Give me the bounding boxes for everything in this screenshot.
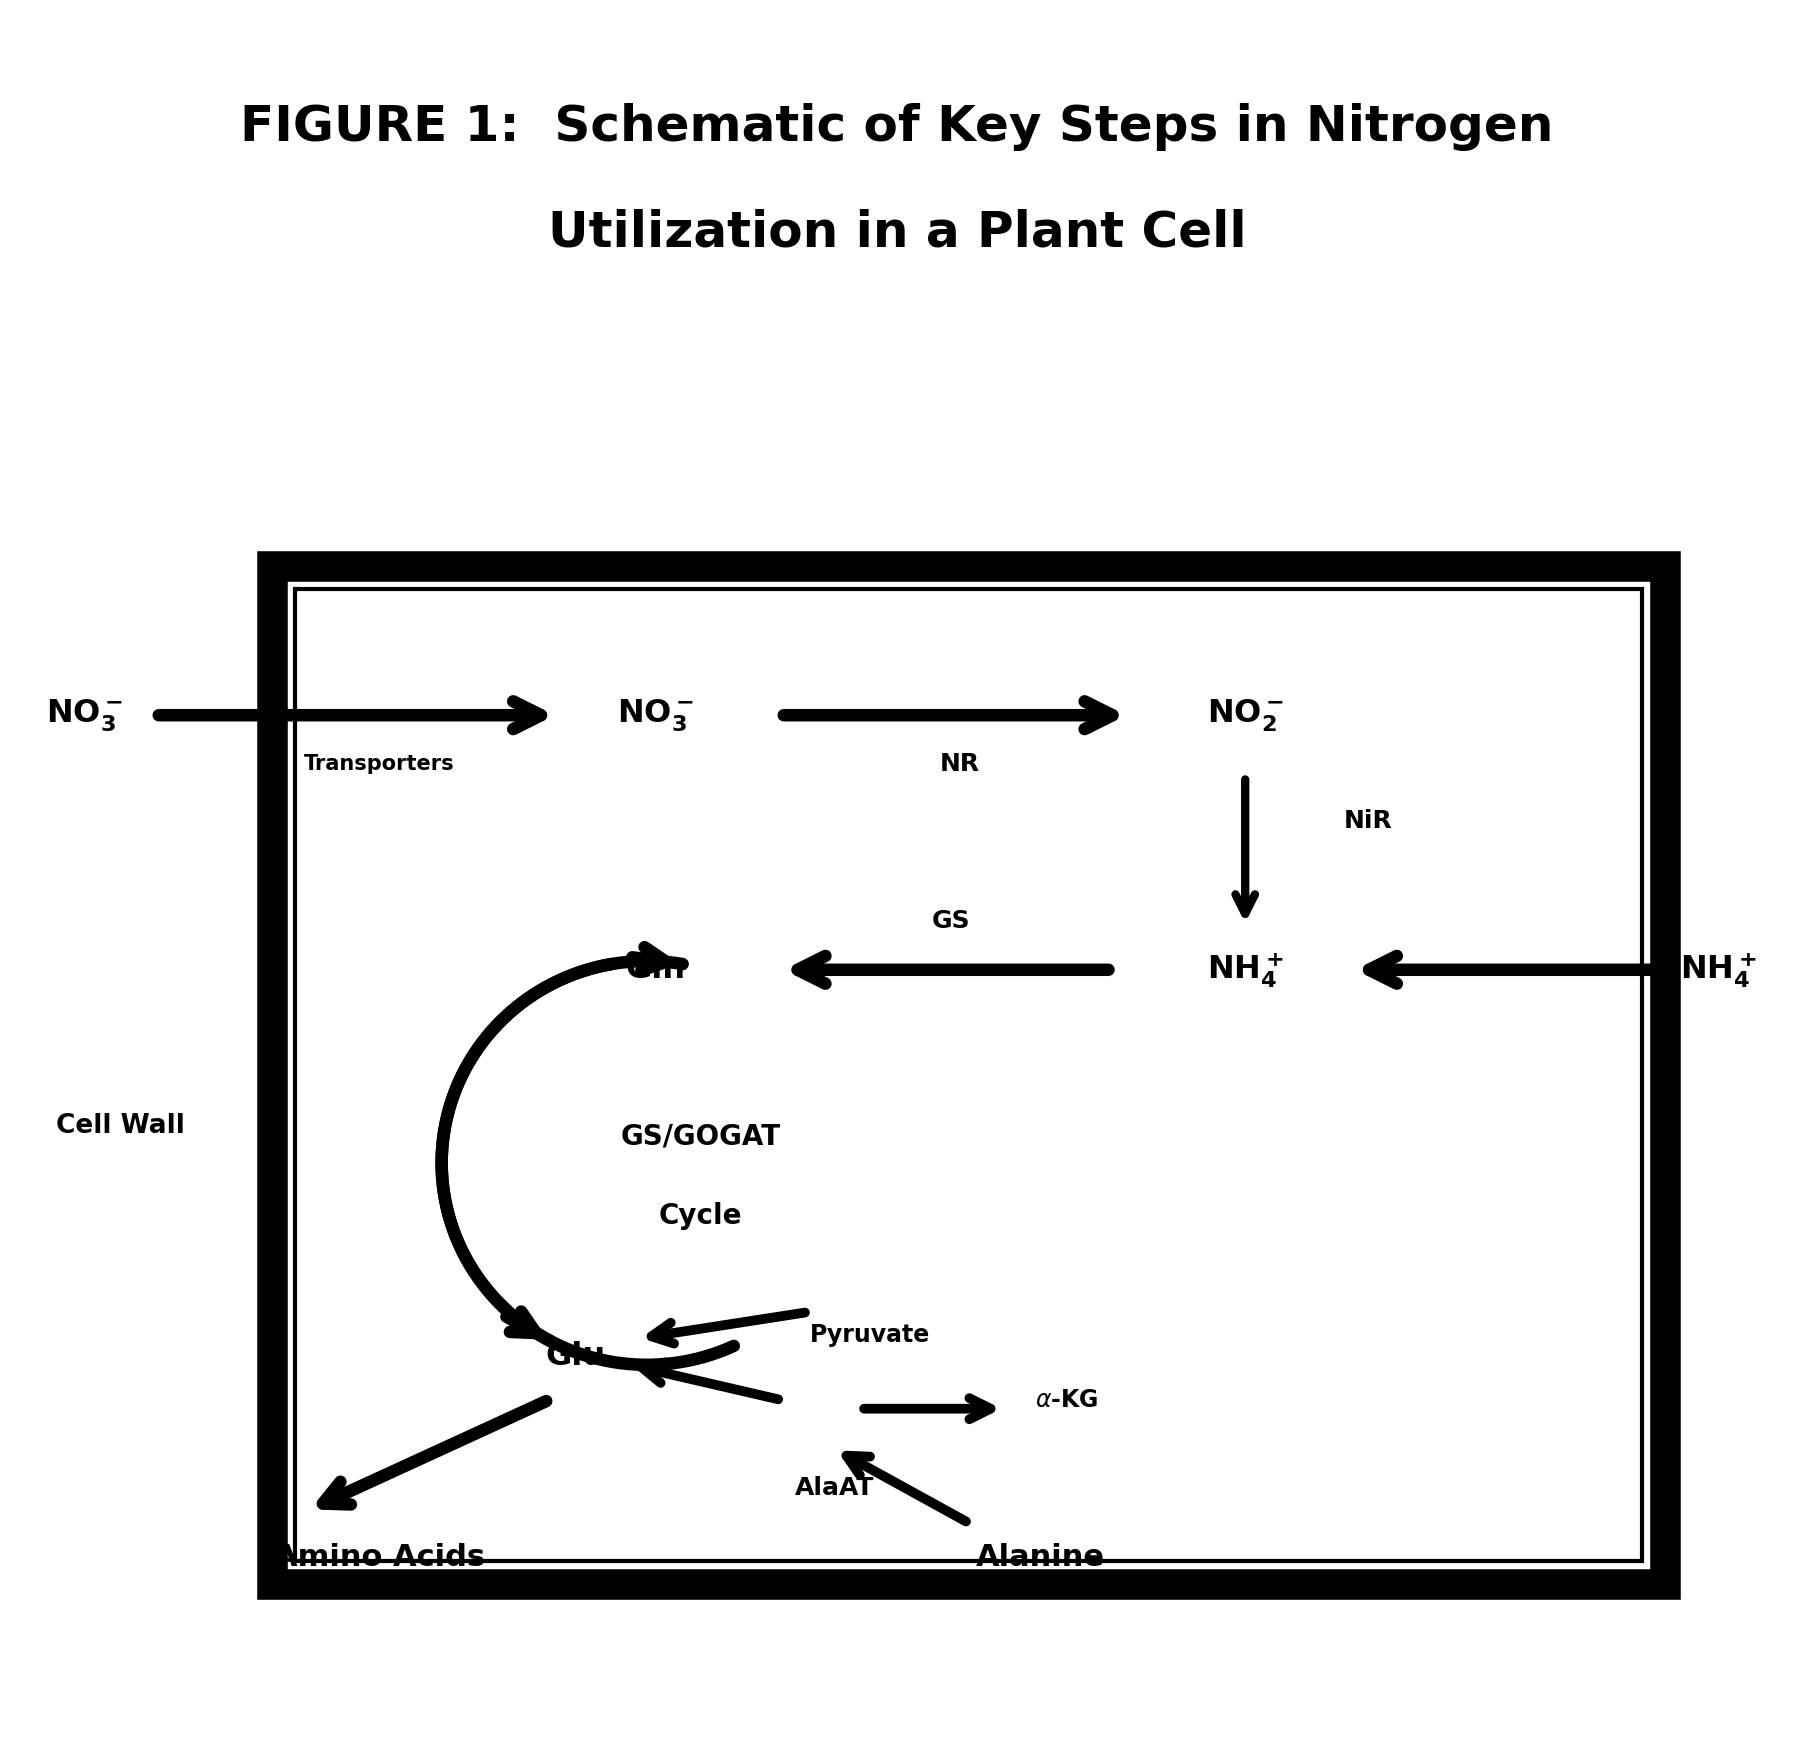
Text: $\mathbf{NH_4^+}$: $\mathbf{NH_4^+}$ — [1207, 951, 1283, 990]
Text: Cycle: Cycle — [658, 1201, 743, 1230]
Text: AlaAT: AlaAT — [795, 1476, 874, 1499]
Bar — [273, 566, 1665, 1584]
Text: Amino Acids: Amino Acids — [274, 1544, 484, 1572]
Bar — [296, 589, 1642, 1561]
Text: Alanine: Alanine — [976, 1544, 1105, 1572]
Text: Glu: Glu — [545, 1341, 606, 1372]
Text: NiR: NiR — [1344, 808, 1392, 833]
Text: Cell Wall: Cell Wall — [56, 1113, 185, 1140]
Text: Transporters: Transporters — [303, 755, 454, 774]
Text: NR: NR — [940, 753, 980, 776]
Text: Gln: Gln — [626, 954, 685, 986]
Text: Pyruvate: Pyruvate — [811, 1323, 931, 1348]
Text: GS: GS — [931, 908, 971, 933]
Text: $\mathbf{NO_3^-}$: $\mathbf{NO_3^-}$ — [47, 697, 124, 734]
Text: FIGURE 1:  Schematic of Key Steps in Nitrogen: FIGURE 1: Schematic of Key Steps in Nitr… — [240, 102, 1554, 152]
Text: $\mathbf{NO_3^-}$: $\mathbf{NO_3^-}$ — [617, 697, 694, 734]
Text: GS/GOGAT: GS/GOGAT — [621, 1122, 780, 1150]
Text: Utilization in a Plant Cell: Utilization in a Plant Cell — [547, 208, 1247, 256]
Text: $\alpha$-KG: $\alpha$-KG — [1035, 1388, 1098, 1411]
Text: $\mathbf{NO_2^-}$: $\mathbf{NO_2^-}$ — [1207, 697, 1285, 734]
Text: $\mathbf{NH_4^+}$: $\mathbf{NH_4^+}$ — [1681, 951, 1756, 990]
